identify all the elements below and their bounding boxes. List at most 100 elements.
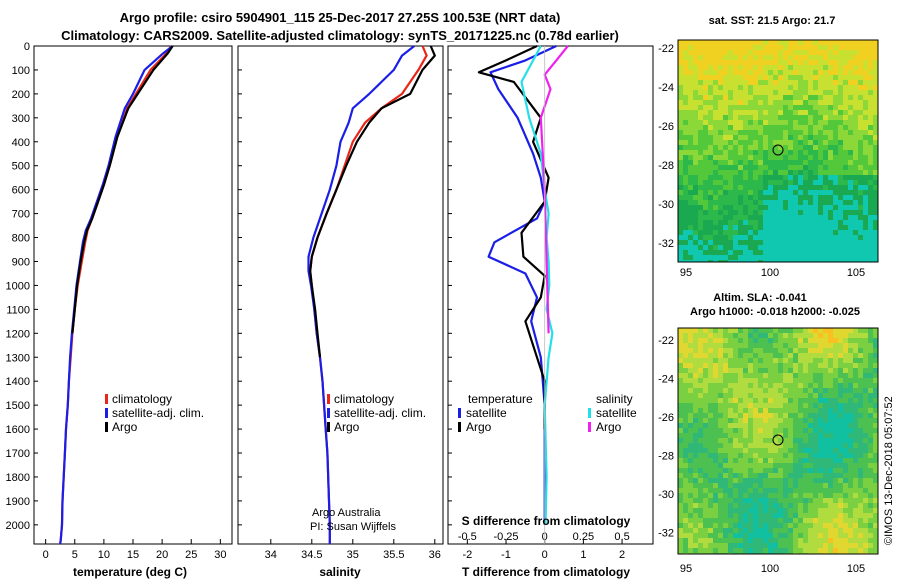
map-cell [848, 160, 854, 166]
map-cell [838, 260, 844, 262]
map-cell [813, 393, 819, 399]
map-cell [838, 170, 844, 176]
map-cell [698, 50, 704, 56]
map-cell [753, 160, 759, 166]
map-cell [848, 80, 854, 86]
map-cell [733, 220, 739, 226]
map-cell [758, 368, 764, 374]
map-cell [728, 503, 734, 509]
map-cell [868, 140, 874, 146]
map-cell [718, 523, 724, 529]
map-cell [763, 125, 769, 131]
map-cell [728, 75, 734, 81]
map-cell [683, 90, 689, 96]
map-cell [678, 528, 684, 534]
map-cell [698, 195, 704, 201]
salinity-panel: 34 34.5 35 35.5 36 [237, 45, 444, 561]
map-cell [733, 493, 739, 499]
map-cell [838, 513, 844, 519]
depth-tick-label: 900 [12, 256, 30, 268]
map-cell [713, 418, 719, 424]
map-cell [843, 240, 849, 246]
map-cell [853, 408, 859, 414]
map-cell [868, 508, 874, 514]
map-cell [688, 423, 694, 429]
map-cell [863, 195, 869, 201]
map-cell [683, 75, 689, 81]
map-cell [838, 393, 844, 399]
map-cell [808, 105, 814, 111]
map-cell [758, 333, 764, 339]
map-cell [848, 255, 854, 261]
map-cell [828, 533, 834, 539]
map-cell [858, 408, 864, 414]
map-cell [803, 343, 809, 349]
map-cell [713, 528, 719, 534]
map-cell [863, 125, 869, 131]
map-cell [863, 473, 869, 479]
map-cell [718, 215, 724, 221]
map-cell [788, 398, 794, 404]
map-cell [803, 145, 809, 151]
map-cell [778, 170, 784, 176]
map-cell [778, 140, 784, 146]
map-cell [828, 75, 834, 81]
map-cell [783, 105, 789, 111]
map-cell [688, 260, 694, 262]
map-cell [838, 45, 844, 51]
map-cell [718, 170, 724, 176]
map-cell [688, 215, 694, 221]
depth-tick-label: 1800 [6, 472, 30, 484]
map-cell [853, 328, 859, 334]
map-cell [703, 513, 709, 519]
map-cell [698, 225, 704, 231]
map-cell [693, 373, 699, 379]
map-cell [713, 250, 719, 256]
map-cell [763, 255, 769, 261]
map-cell [808, 358, 814, 364]
map-cell [763, 493, 769, 499]
map-cell [818, 538, 824, 544]
map-cell [713, 55, 719, 61]
map-cell [798, 85, 804, 91]
map-cell [843, 363, 849, 369]
map-cell [743, 408, 749, 414]
map-cell [788, 518, 794, 524]
map-cell [868, 90, 874, 96]
map-cell [678, 80, 684, 86]
map-cell [823, 443, 829, 449]
map-cell [728, 175, 734, 181]
map-cell [808, 488, 814, 494]
map-cell [693, 518, 699, 524]
map-cell [748, 493, 754, 499]
map-cell [703, 363, 709, 369]
map-cell [848, 180, 854, 186]
map-cell [763, 438, 769, 444]
map-cell [803, 483, 809, 489]
map-cell [823, 110, 829, 116]
map-cell [773, 473, 779, 479]
map-cell [798, 463, 804, 469]
map-cell [778, 388, 784, 394]
map-cell [703, 343, 709, 349]
map-cell [863, 498, 869, 504]
map-cell [818, 398, 824, 404]
map-cell [738, 443, 744, 449]
map-cell [793, 533, 799, 539]
map-cell [843, 433, 849, 439]
map-cell [758, 200, 764, 206]
map-cell [838, 443, 844, 449]
map-cell [703, 418, 709, 424]
map-cell [773, 428, 779, 434]
map-cell [828, 245, 834, 251]
map-cell [708, 245, 714, 251]
map-cell [733, 50, 739, 56]
map-cell [848, 393, 854, 399]
map-cell [843, 70, 849, 76]
map-cell [803, 170, 809, 176]
map-cell [778, 338, 784, 344]
map-cell [743, 125, 749, 131]
map-cell [688, 543, 694, 549]
map-cell [788, 468, 794, 474]
map-cell [758, 155, 764, 161]
